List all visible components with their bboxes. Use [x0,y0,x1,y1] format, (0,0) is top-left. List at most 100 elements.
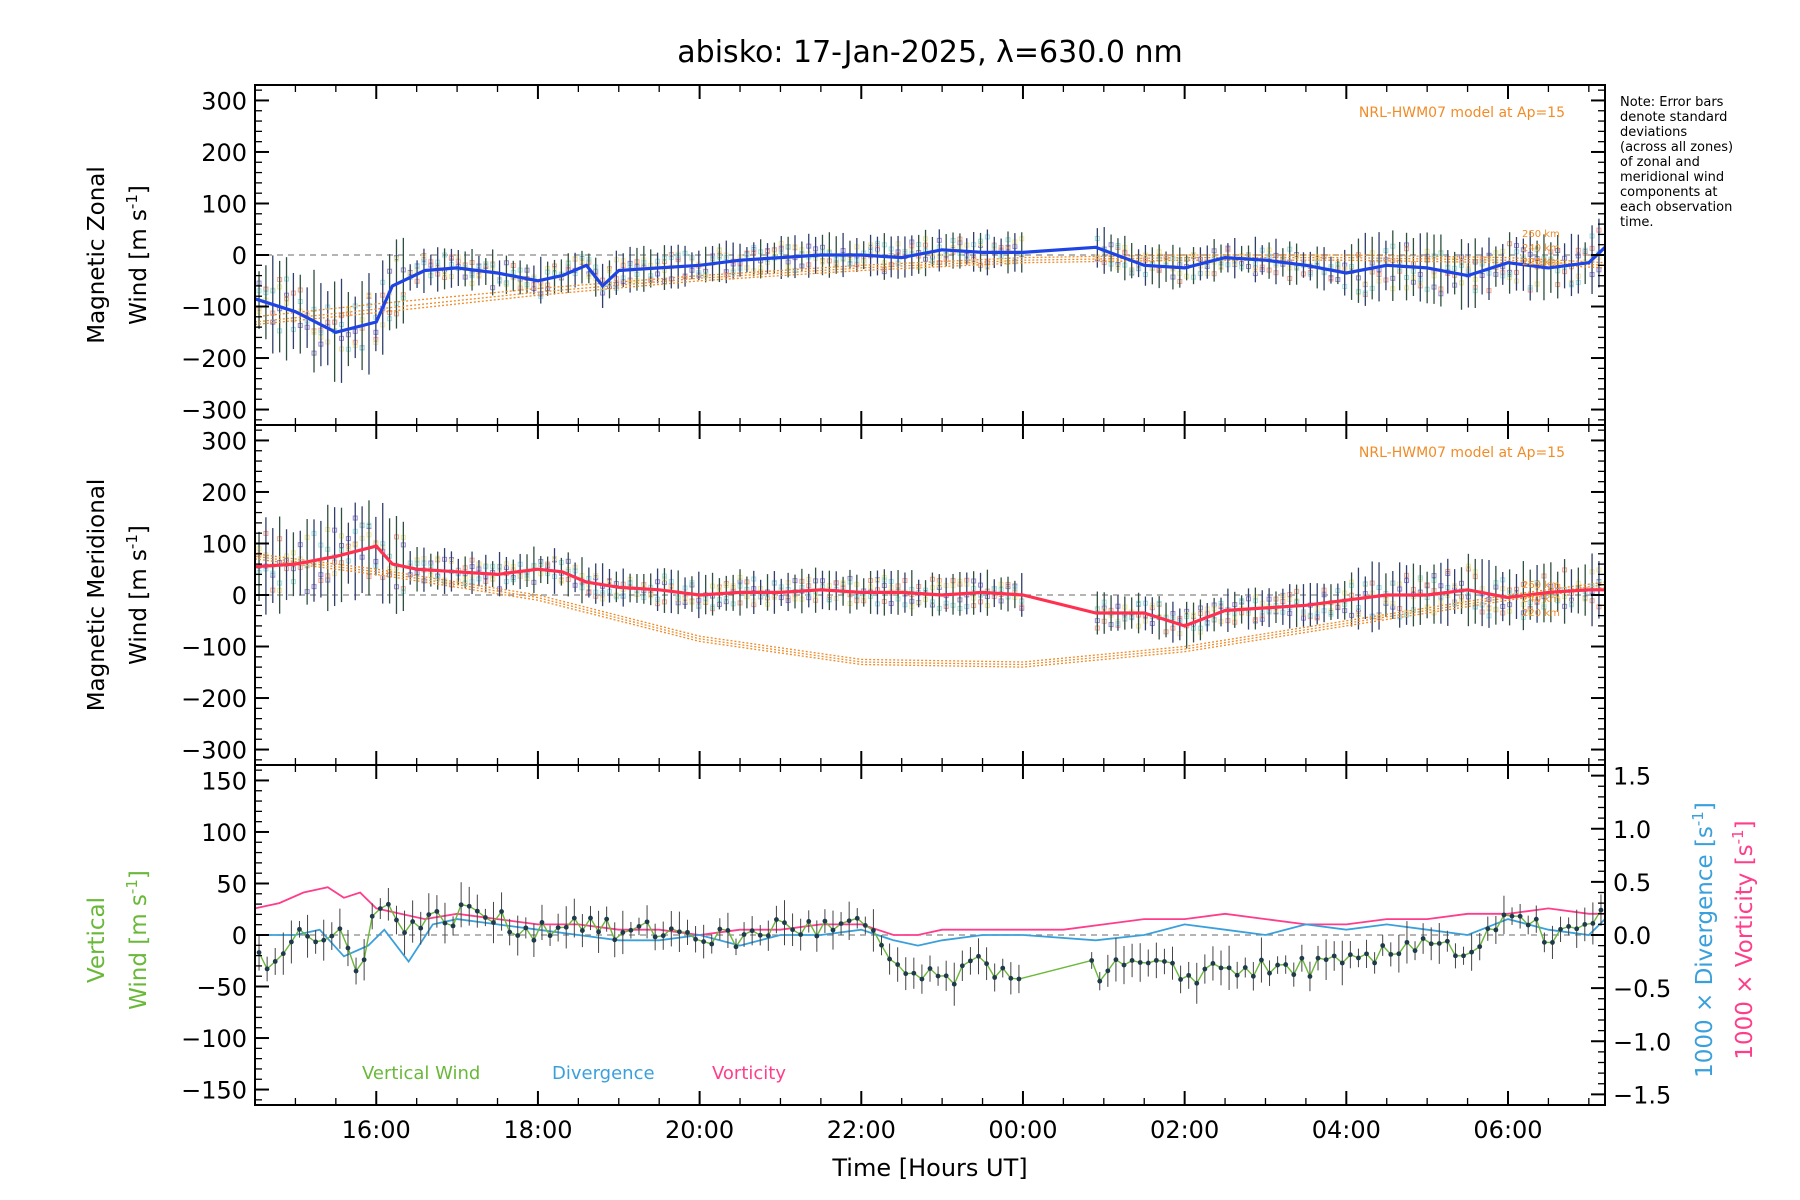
vertical-wind-point [1347,952,1353,958]
vertical-wind-point [402,930,407,936]
vertical-wind-point [652,934,658,940]
meridional-model-alt-label: 260 km [1522,580,1560,591]
vertical-wind-point [1509,913,1515,919]
vertical-wind-point [1339,960,1345,966]
vertical-wind-point [1186,972,1192,978]
y-tick-label: 0 [232,242,247,270]
y-tick-label: −100 [181,634,247,662]
vertical-wind-point [1097,978,1103,984]
note-line: Note: Error bars [1620,95,1724,110]
x-tick-label: 00:00 [988,1116,1057,1144]
vertical-wind-point [709,941,715,947]
vertical-wind-point [984,961,989,967]
note-line: meridional wind [1620,170,1724,185]
vertical-wind-point [458,902,464,908]
vertical-wind-point [1299,955,1305,961]
legend-vorticity: Vorticity [712,1063,786,1084]
vertical-wind-point [733,944,739,950]
vertical-wind-point [774,917,779,922]
vertical-wind-point [976,953,981,959]
vertical-wind-point [685,929,690,935]
vertical-wind-point [798,932,804,938]
vorticity-line [254,886,1605,936]
model-curve [254,256,1606,323]
vertical-wind-point [1291,972,1297,978]
y-tick-label: 100 [201,190,247,218]
vertical-wind-point [1590,921,1596,926]
x-axis: 16:00 18:00 20:00 22:00 00:00 02:00 04:00 06:00 [294,85,1590,1144]
vertical-wind-point [1137,960,1143,965]
vertical-wind-point [862,922,868,928]
y-tick-label: −100 [181,1025,247,1053]
vertical-wind-point [1315,955,1321,961]
vertical-wind-point [1404,939,1410,945]
vertical-wind-point [895,962,901,967]
vertical-wind-point [1323,957,1329,963]
vertical-wind-point [1444,938,1450,944]
vertical-wind-point [1162,959,1167,964]
vertical-wind-point [1420,936,1426,941]
vertical-wind-point [515,933,521,938]
vertical-wind-point [1121,962,1127,968]
y-tick-label: −50 [196,974,247,1002]
vertical-wind-point [434,909,440,914]
chart-title: abisko: 17-Jan-2025, λ=630.0 nm [677,35,1182,70]
vertical-wind-point [951,981,957,987]
vertical-wind-point [838,921,844,926]
vertical-wind-point [1194,980,1200,986]
zonal-model-alt-label: 260 km [1522,229,1560,240]
vertical-wind-point [579,928,585,933]
note-line: each observation [1620,200,1732,215]
vertical-panel: 150 100 50 0 −50 −100 −150 1.5 1.0 0.5 0.0 −0.5 −1.… [84,763,1758,1110]
vertical-wind-point [1331,953,1337,959]
note-block: Note: Error bars denote standard deviati… [1620,95,1733,230]
zonal-model-alt-label: 220 km [1522,257,1560,268]
vertical-wind-point [547,933,553,939]
vertical-wind-point [288,939,294,945]
vertical-wind-point [361,957,367,963]
vertical-wind-point [1582,922,1588,927]
vertical-wind-point [385,901,391,907]
y-tick-label: −200 [181,685,247,713]
note-line: components at [1620,185,1718,200]
divergence-ylabel: 1000 × Divergence [s-1] [1689,802,1718,1078]
vertical-wind-point [345,945,351,951]
vorticity-ylabel: 1000 × Vorticity [s-1] [1729,820,1758,1059]
vertical-wind-point [1008,975,1014,981]
right-y-tick-label: 1.0 [1613,816,1651,844]
model-curve [254,254,1606,318]
y-tick-label: 200 [201,479,247,507]
vertical-wind-point [636,924,642,929]
vertical-wind-point [725,927,731,933]
vertical-wind-point [749,928,755,934]
vertical-wind-point [644,919,650,925]
vertical-wind-point [1242,965,1248,970]
vertical-wind-point [1501,912,1507,918]
vertical-wind-point [305,933,310,939]
vertical-wind-point [968,958,973,964]
zonal-model-alt-label: 240 km [1522,243,1560,254]
x-tick-label: 02:00 [1150,1116,1219,1144]
x-tick-label: 18:00 [503,1116,572,1144]
zonal-model-label: NRL-HWM07 model at Ap=15 [1359,105,1565,121]
vertical-wind-point [1259,957,1264,963]
vertical-wind-point [959,963,965,969]
y-tick-label: 0 [232,922,247,950]
vertical-wind-point [790,927,795,933]
legend-divergence: Divergence [552,1063,655,1084]
vertical-wind-point [507,929,513,935]
vertical-wind-point [1267,970,1272,976]
vertical-wind-point [668,926,674,932]
vertical-wind-point [604,916,610,922]
vertical-wind-point [1170,960,1175,966]
vertical-ylabel-line2: Wind [m s-1] [123,870,152,1010]
meridional-model-alt-label: 240 km [1522,594,1560,605]
meridional-ylabel-line2: Wind [m s-1] [123,525,152,665]
vertical-wind-point [1493,927,1499,933]
y-tick-label: −200 [181,345,247,373]
note-line: deviations [1620,125,1687,140]
vertical-wind-point [1517,913,1523,919]
note-line: of zonal and [1620,155,1700,170]
right-y-tick-label: −1.0 [1613,1028,1671,1056]
vertical-wind-point [1145,960,1151,966]
